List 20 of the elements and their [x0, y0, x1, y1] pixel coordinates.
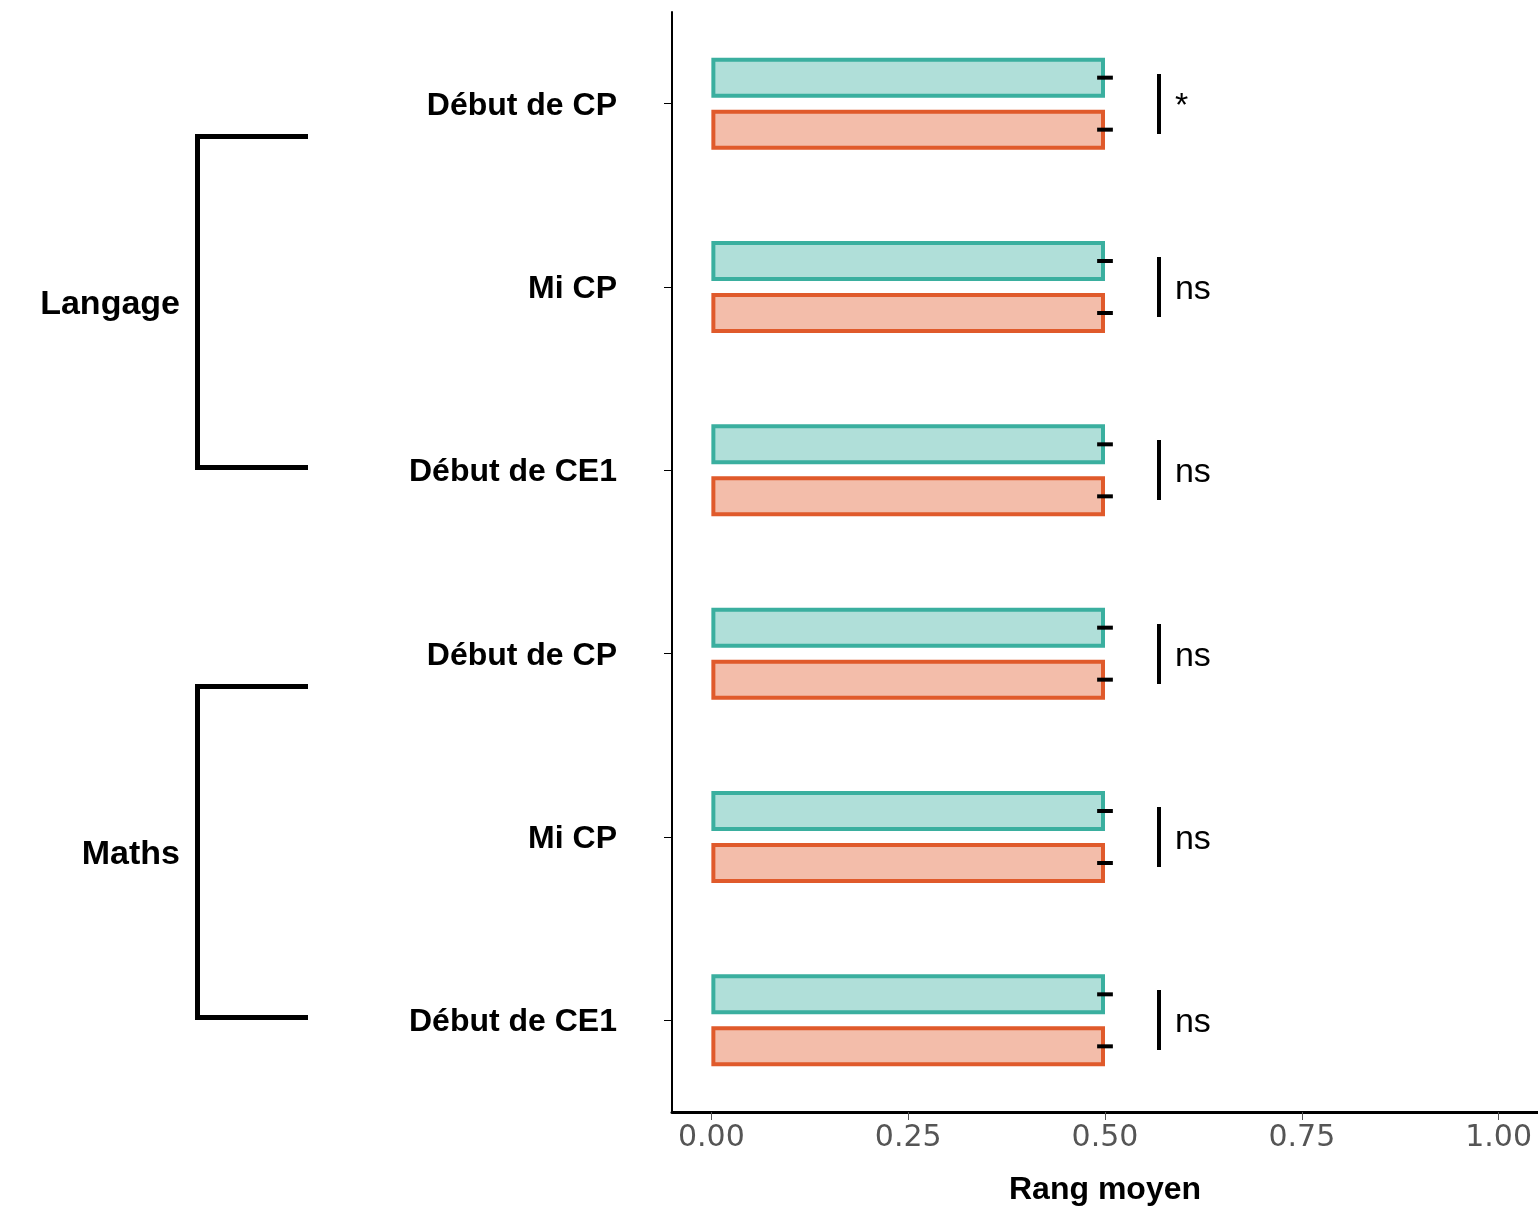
text: Langage	[40, 282, 180, 322]
x-tick-label: 0.50	[1071, 1117, 1139, 1153]
text: Maths	[81, 832, 180, 872]
annotation: ns	[1174, 817, 1211, 857]
x-tick-label: 0.00	[677, 1117, 745, 1153]
y-tick-label: Début de CP	[426, 635, 617, 672]
y-tick-label: Début de CE1	[408, 1002, 617, 1039]
x-axis-title: Rang moyen	[1008, 1170, 1202, 1206]
annotation: ns	[1174, 634, 1211, 674]
x-tick-label: 1.00	[1465, 1117, 1533, 1153]
y-tick-label: Début de CP	[426, 85, 617, 122]
annotation: ns	[1174, 450, 1211, 490]
x-tick-label: 0.25	[874, 1117, 942, 1153]
y-tick-label: Mi CP	[528, 269, 617, 305]
y-tick-label: Mi CP	[528, 819, 617, 855]
annotation: ns	[1174, 1000, 1211, 1040]
y-tick-label: Début de CE1	[408, 452, 617, 489]
annotation: ns	[1174, 267, 1211, 307]
x-tick-label: 0.75	[1268, 1117, 1336, 1153]
annotation: *	[1174, 84, 1189, 124]
